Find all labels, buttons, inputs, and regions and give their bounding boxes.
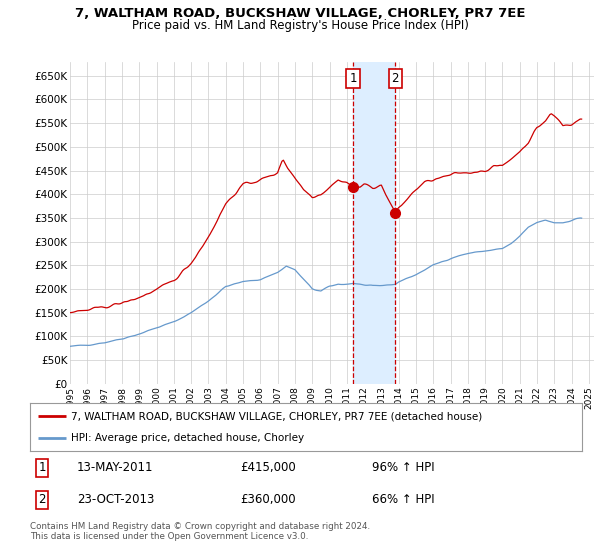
Text: Contains HM Land Registry data © Crown copyright and database right 2024.
This d: Contains HM Land Registry data © Crown c… <box>30 522 370 542</box>
Text: 66% ↑ HPI: 66% ↑ HPI <box>372 493 435 506</box>
Text: 2: 2 <box>38 493 46 506</box>
Text: 23-OCT-2013: 23-OCT-2013 <box>77 493 154 506</box>
Text: £415,000: £415,000 <box>240 461 296 474</box>
Text: 7, WALTHAM ROAD, BUCKSHAW VILLAGE, CHORLEY, PR7 7EE (detached house): 7, WALTHAM ROAD, BUCKSHAW VILLAGE, CHORL… <box>71 411 482 421</box>
Text: £360,000: £360,000 <box>240 493 295 506</box>
Bar <box>353 62 395 384</box>
Text: 2: 2 <box>392 72 399 85</box>
Text: Price paid vs. HM Land Registry's House Price Index (HPI): Price paid vs. HM Land Registry's House … <box>131 19 469 32</box>
Text: HPI: Average price, detached house, Chorley: HPI: Average price, detached house, Chor… <box>71 433 305 443</box>
Text: 1: 1 <box>38 461 46 474</box>
Text: 13-MAY-2011: 13-MAY-2011 <box>77 461 154 474</box>
Text: 96% ↑ HPI: 96% ↑ HPI <box>372 461 435 474</box>
Text: 1: 1 <box>349 72 357 85</box>
Text: 7, WALTHAM ROAD, BUCKSHAW VILLAGE, CHORLEY, PR7 7EE: 7, WALTHAM ROAD, BUCKSHAW VILLAGE, CHORL… <box>75 7 525 20</box>
